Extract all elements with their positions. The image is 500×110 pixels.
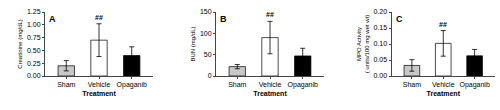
- svg-text:1.25: 1.25: [27, 8, 41, 15]
- svg-text:Treatment: Treatment: [82, 90, 116, 97]
- svg-text:A: A: [49, 14, 56, 24]
- svg-text:##: ##: [439, 21, 447, 28]
- svg-text:100: 100: [200, 30, 212, 37]
- svg-text:##: ##: [266, 11, 274, 18]
- svg-text:0.00: 0.00: [373, 72, 387, 79]
- svg-text:50: 50: [204, 51, 212, 58]
- svg-text:Treatment: Treatment: [427, 90, 461, 97]
- svg-text:MPO Activity( units/100 mg wet: MPO Activity( units/100 mg wet wt): [356, 15, 370, 74]
- svg-text:B: B: [220, 14, 227, 24]
- svg-text:0.20: 0.20: [373, 8, 387, 15]
- svg-text:0.50: 0.50: [27, 47, 41, 54]
- svg-text:0: 0: [208, 72, 212, 79]
- svg-text:Opaganib: Opaganib: [117, 81, 147, 89]
- svg-text:0.05: 0.05: [373, 56, 387, 63]
- svg-text:Treatment: Treatment: [253, 90, 287, 97]
- svg-text:C: C: [396, 14, 403, 24]
- svg-text:Vehicle: Vehicle: [259, 81, 282, 88]
- svg-text:Vehicle: Vehicle: [88, 81, 111, 88]
- svg-text:Vehicle: Vehicle: [432, 81, 455, 88]
- svg-text:Opaganib: Opaganib: [459, 81, 489, 89]
- svg-text:Sham: Sham: [228, 81, 246, 88]
- svg-text:1.00: 1.00: [27, 21, 41, 28]
- svg-text:0.00: 0.00: [27, 72, 41, 79]
- svg-text:Opaganib: Opaganib: [288, 81, 318, 89]
- svg-text:Sham: Sham: [403, 81, 421, 88]
- svg-text:Creatinine (mg/dL): Creatinine (mg/dL): [17, 19, 23, 69]
- svg-text:0.15: 0.15: [373, 24, 387, 31]
- svg-text:0.75: 0.75: [27, 34, 41, 41]
- svg-text:BUN (mg/dL): BUN (mg/dL): [190, 26, 196, 61]
- svg-text:0.25: 0.25: [27, 60, 41, 67]
- svg-text:0.10: 0.10: [373, 40, 387, 47]
- svg-text:Sham: Sham: [57, 81, 75, 88]
- svg-text:##: ##: [95, 14, 103, 21]
- svg-text:150: 150: [200, 8, 212, 15]
